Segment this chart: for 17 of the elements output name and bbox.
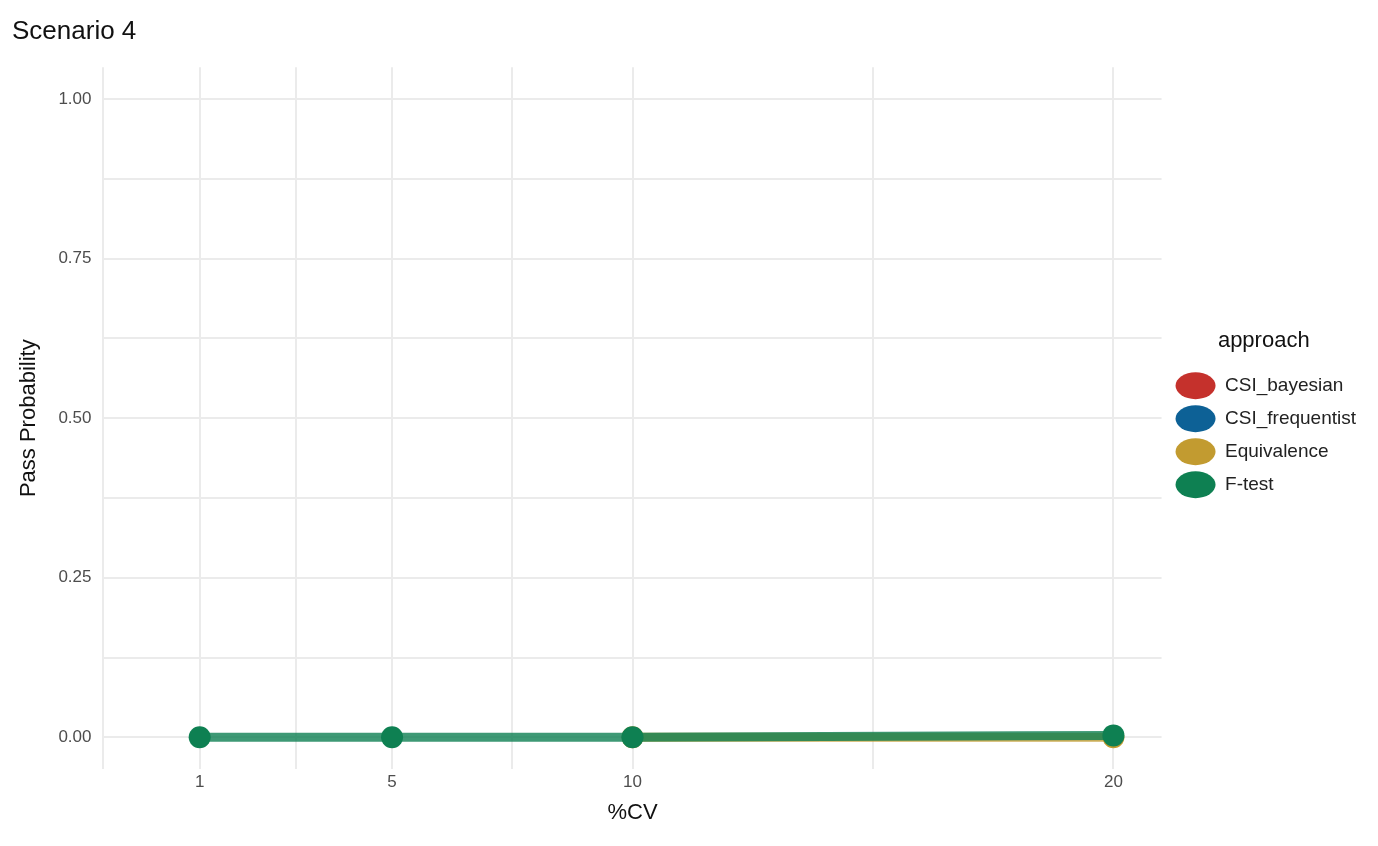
legend-title: approach	[1217, 326, 1310, 352]
legend-label: CSI_bayesian	[1225, 373, 1344, 396]
y-axis-title: Pass Probability	[15, 339, 41, 498]
y-tick-label: 0.00	[58, 726, 92, 746]
legend-label: Equivalence	[1225, 439, 1329, 461]
legend-label: F-test	[1225, 472, 1275, 494]
y-tick-label: 0.25	[58, 567, 92, 587]
x-tick-label: 20	[1103, 772, 1123, 792]
chart-title: Scenario 4	[12, 14, 137, 45]
x-axis-title: %CV	[607, 798, 658, 824]
y-tick-label: 0.50	[58, 407, 92, 427]
x-tick-label: 1	[194, 772, 205, 792]
y-tick-label: 0.75	[58, 248, 92, 268]
y-tick-label: 1.00	[58, 88, 92, 108]
x-tick-label: 5	[387, 772, 397, 792]
legend-label: CSI_frequentist	[1225, 406, 1357, 429]
x-tick-label: 10	[623, 772, 642, 792]
